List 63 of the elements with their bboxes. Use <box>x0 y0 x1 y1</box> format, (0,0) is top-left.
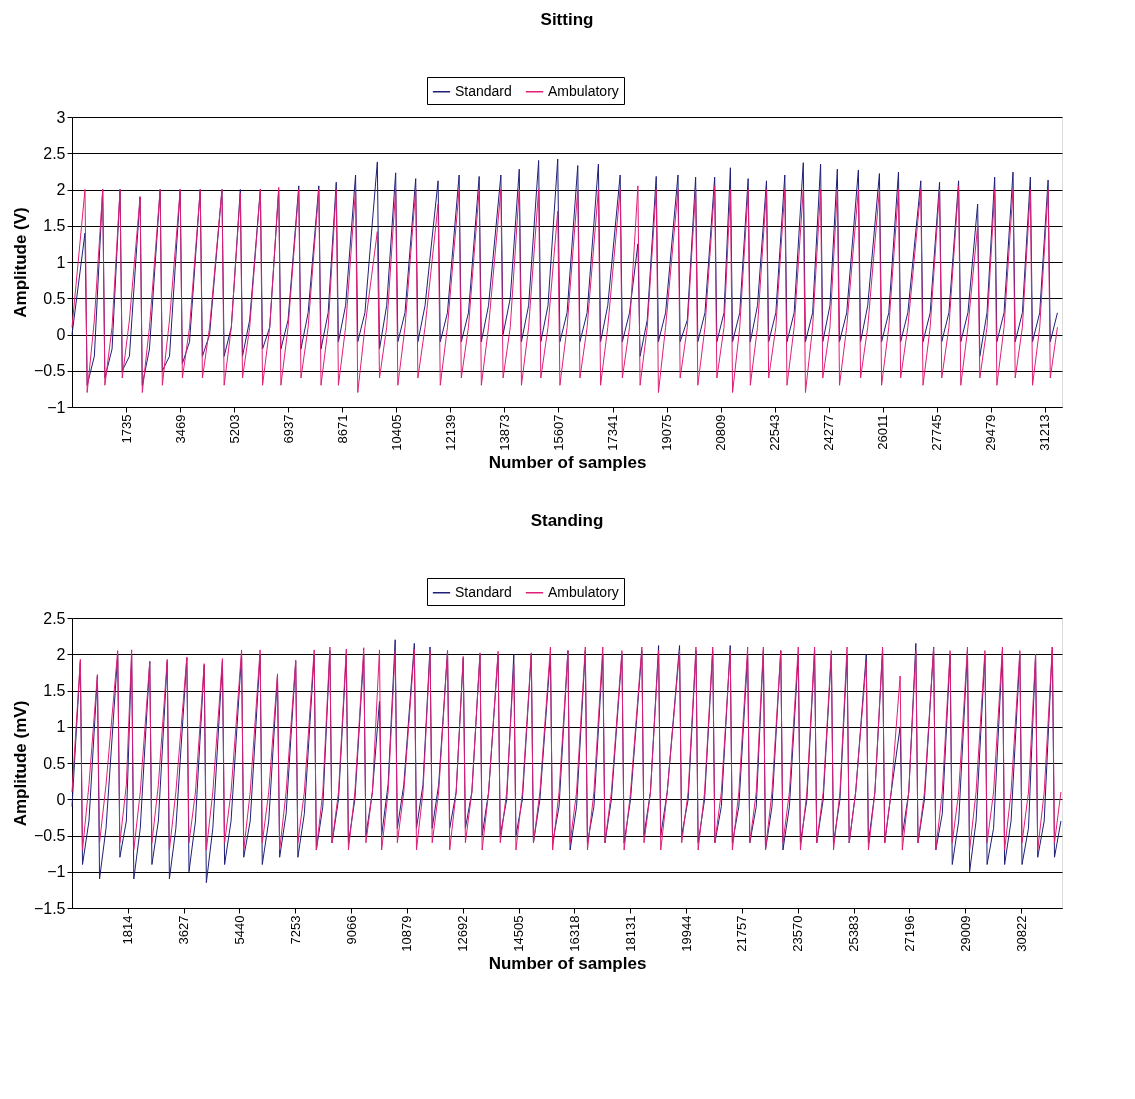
x-axis-title: Number of samples <box>488 452 647 472</box>
x-tick-label: 29009 <box>957 915 973 952</box>
x-tick-label: 25383 <box>846 915 862 952</box>
y-tick-label: 1.5 <box>43 217 66 235</box>
chart-title: Standing <box>530 510 604 530</box>
x-tick-label: 12692 <box>455 915 471 952</box>
x-tick-label: 3469 <box>172 414 188 444</box>
x-tick-label: 5440 <box>231 915 247 945</box>
x-tick-label: 1814 <box>120 915 136 945</box>
x-tick-label: 20809 <box>713 414 729 451</box>
legend-label: Ambulatory <box>548 583 619 600</box>
y-tick-label: 2.5 <box>43 144 66 162</box>
x-tick-label: 6937 <box>280 414 296 444</box>
x-tick-label: 10879 <box>399 915 415 952</box>
x-tick-label: 8671 <box>334 414 350 444</box>
x-tick-label: 14505 <box>511 915 527 952</box>
x-tick-label: 27196 <box>901 915 917 952</box>
legend-label: Ambulatory <box>548 82 619 99</box>
x-tick-label: 5203 <box>226 414 242 444</box>
x-tick-label: 26011 <box>875 414 891 450</box>
chart-title: Sitting <box>540 9 594 29</box>
x-tick-label: 18131 <box>622 915 638 952</box>
x-tick-label: 30822 <box>1013 915 1029 952</box>
y-axis-title: Amplitude (V) <box>10 207 30 318</box>
y-tick-label: −1 <box>47 863 66 881</box>
x-tick-label: 7253 <box>287 915 303 945</box>
x-tick-label: 13873 <box>496 414 512 451</box>
y-tick-label: 2.5 <box>43 609 66 627</box>
x-tick-label: 9066 <box>343 915 359 945</box>
x-tick-label: 19075 <box>659 414 675 451</box>
y-tick-label: 0.5 <box>43 289 66 307</box>
y-tick-label: −1 <box>47 398 66 416</box>
y-axis-title: Amplitude (mV) <box>10 700 30 827</box>
y-tick-label: 1 <box>56 253 66 271</box>
y-tick-label: 1.5 <box>43 682 66 699</box>
legend-label: Standard <box>455 583 512 600</box>
x-tick-label: 15607 <box>550 414 566 451</box>
y-tick-label: 3 <box>56 108 66 126</box>
x-tick-label: 16318 <box>566 915 582 952</box>
y-tick-label: −0.5 <box>33 827 66 844</box>
x-axis-title: Number of samples <box>488 953 647 973</box>
x-tick-label: 3627 <box>176 915 192 945</box>
x-tick-label: 23570 <box>790 915 806 952</box>
x-tick-label: 29479 <box>983 414 999 451</box>
x-tick-label: 22543 <box>767 414 783 451</box>
y-tick-label: −0.5 <box>33 362 66 380</box>
y-tick-label: 0.5 <box>43 754 66 772</box>
x-tick-label: 19944 <box>678 915 694 952</box>
x-tick-label: 21757 <box>734 915 750 952</box>
legend-label: Standard <box>455 82 512 99</box>
x-tick-label: 31213 <box>1037 414 1053 451</box>
x-tick-label: 27745 <box>929 414 945 451</box>
x-tick-label: 17341 <box>605 414 621 451</box>
x-tick-label: 24277 <box>821 414 837 451</box>
y-tick-label: 1 <box>56 718 66 736</box>
y-tick-label: 0 <box>56 326 66 343</box>
x-tick-label: 1735 <box>118 414 134 444</box>
y-tick-label: 0 <box>56 790 66 808</box>
x-tick-label: 12139 <box>442 414 458 451</box>
y-tick-label: −1.5 <box>33 899 66 917</box>
x-tick-label: 10405 <box>388 414 404 451</box>
y-tick-label: 2 <box>56 181 66 198</box>
y-tick-label: 2 <box>56 645 66 663</box>
